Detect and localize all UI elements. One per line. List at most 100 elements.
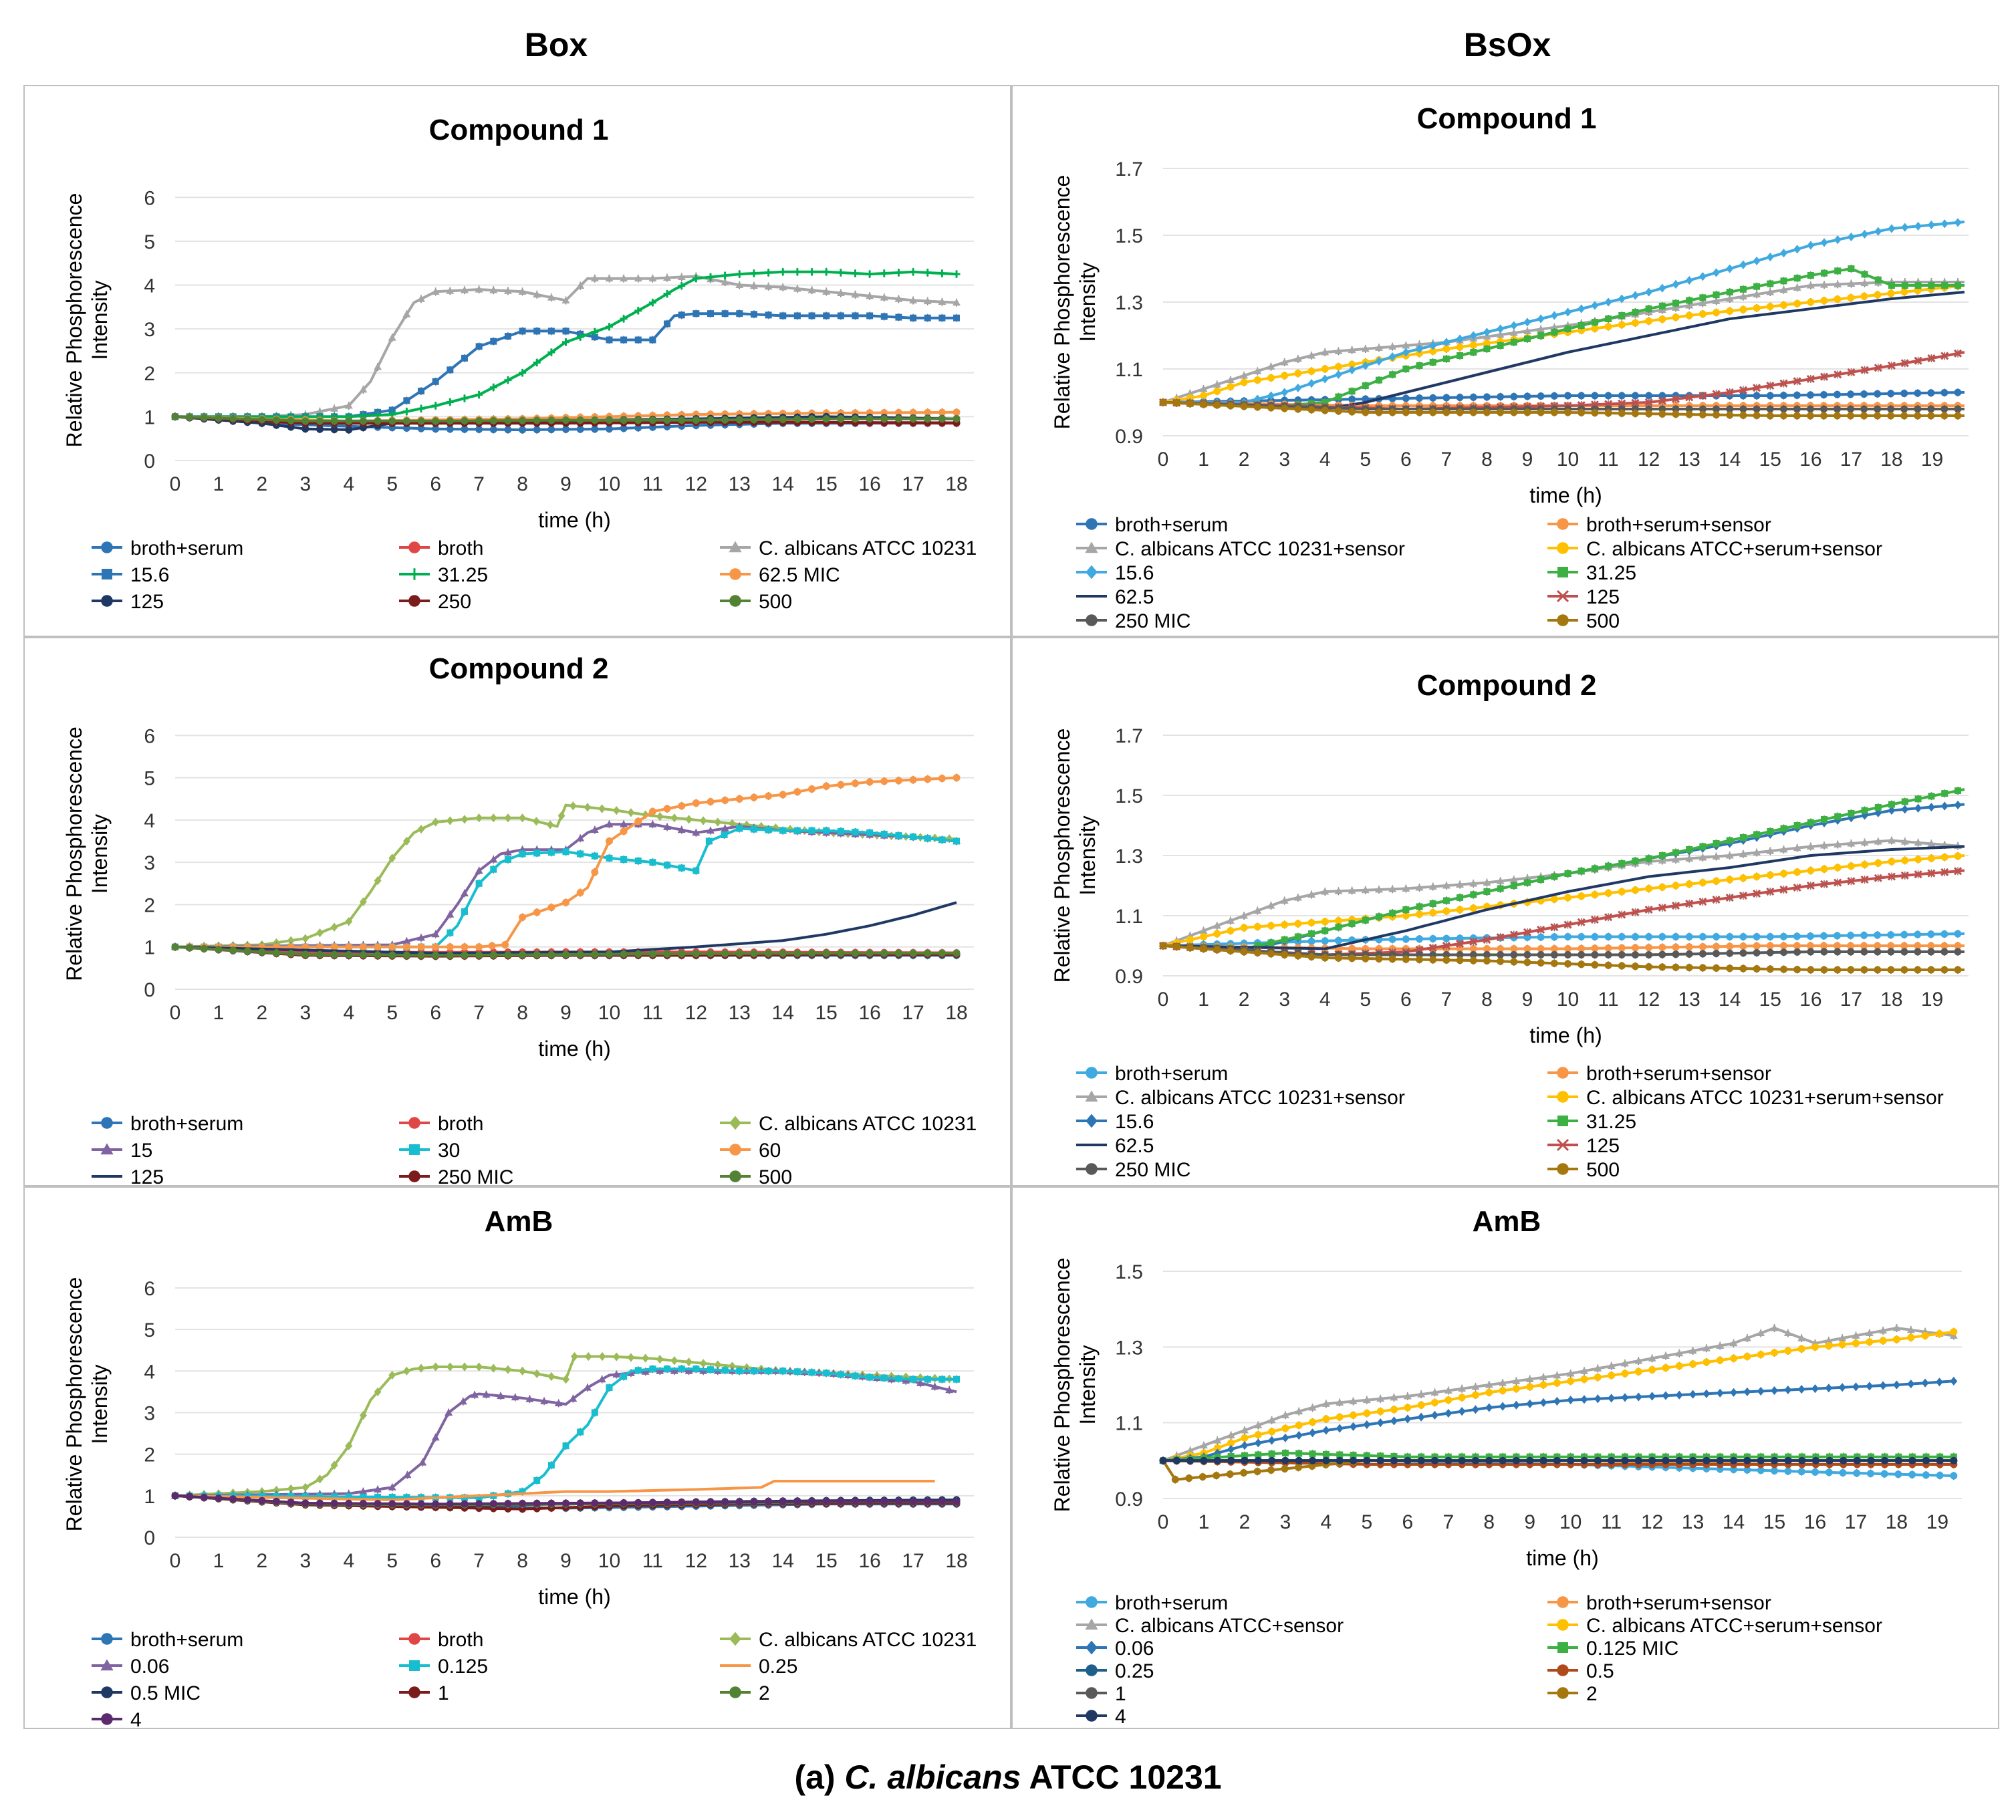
data-point <box>1388 408 1396 416</box>
data-point <box>1415 884 1424 891</box>
data-point <box>1429 935 1437 942</box>
data-point <box>1941 790 1948 797</box>
data-point <box>447 929 454 936</box>
series-line <box>1162 845 1965 950</box>
data-point <box>1267 362 1275 370</box>
x-tick-label: 18 <box>1880 448 1902 471</box>
data-point <box>1726 942 1734 950</box>
y-axis-label: Relative PhosphorescenceIntensity <box>62 1277 112 1532</box>
data-point <box>1442 882 1451 889</box>
legend-item-broth: broth <box>399 537 483 559</box>
data-point <box>316 1493 324 1501</box>
data-point <box>374 943 382 951</box>
data-point <box>569 801 577 811</box>
data-point <box>1321 406 1329 414</box>
series-c-albicans-atcc-10231 <box>171 272 961 421</box>
data-point <box>1523 336 1531 342</box>
data-point <box>446 425 454 433</box>
data-point <box>1604 951 1612 958</box>
data-point <box>1564 951 1572 958</box>
data-point <box>1927 854 1935 862</box>
data-point <box>1954 218 1962 227</box>
x-tick-label: 2 <box>257 1550 268 1572</box>
x-tick-label: 16 <box>1799 448 1821 471</box>
data-point <box>1416 350 1424 358</box>
data-point <box>447 366 454 374</box>
data-point <box>1888 801 1895 808</box>
data-point <box>461 354 468 362</box>
data-point <box>1819 932 1828 940</box>
x-tick-label: 5 <box>386 473 398 495</box>
data-point <box>793 827 801 834</box>
data-point <box>591 1409 598 1416</box>
data-point <box>1860 412 1868 420</box>
data-point <box>1497 957 1505 965</box>
data-point <box>1564 392 1572 400</box>
data-point <box>649 1366 656 1373</box>
data-point <box>1672 410 1680 418</box>
data-point <box>1861 229 1869 239</box>
data-point <box>895 313 902 321</box>
data-point <box>1914 930 1922 938</box>
x-tick-label: 14 <box>772 473 794 495</box>
data-point <box>446 910 455 918</box>
data-point <box>1578 322 1585 329</box>
data-point <box>1779 870 1787 878</box>
data-point <box>1578 892 1586 900</box>
data-point <box>1213 380 1221 388</box>
legend-item-500: 500 <box>720 591 792 613</box>
data-point <box>620 315 628 323</box>
legend-label: 125 <box>1586 586 1620 608</box>
data-point <box>837 269 845 277</box>
data-point <box>1672 882 1680 890</box>
legend-label: 500 <box>759 1166 792 1188</box>
data-point <box>186 413 194 421</box>
data-point <box>417 943 425 951</box>
data-point <box>1753 889 1761 898</box>
data-point <box>1807 241 1815 250</box>
data-point <box>1388 935 1396 943</box>
data-point <box>1793 283 1801 291</box>
data-point <box>1213 922 1221 929</box>
chart-title: Compound 1 <box>429 114 609 146</box>
data-point <box>1739 834 1747 841</box>
legend-item-c-albicans-atcc-10231-sensor: C. albicans ATCC 10231+sensor <box>1076 1087 1405 1109</box>
data-point <box>583 1384 592 1391</box>
legend-label: broth+serum <box>1115 1063 1228 1085</box>
data-point <box>1658 315 1666 323</box>
data-point <box>1307 352 1316 359</box>
data-point <box>1551 873 1558 880</box>
data-point <box>330 426 338 434</box>
x-tick-label: 16 <box>858 473 880 495</box>
data-point <box>200 944 208 952</box>
data-point <box>1578 951 1586 958</box>
data-point <box>1200 400 1208 408</box>
y-tick-label: 0 <box>144 1527 155 1549</box>
data-point <box>1685 899 1694 908</box>
data-point <box>1699 843 1707 850</box>
data-point <box>953 314 961 321</box>
data-point <box>1914 221 1922 231</box>
data-point <box>475 1362 483 1372</box>
data-point <box>1361 886 1370 894</box>
data-point <box>1591 319 1598 326</box>
legend: broth+serum broth C. albicans ATCC 10231 15… <box>92 537 977 613</box>
data-point <box>634 416 642 424</box>
data-point <box>822 287 831 295</box>
legend-label: broth <box>438 1113 483 1135</box>
legend-marker <box>101 1117 113 1129</box>
y-tick-label: 6 <box>144 187 155 209</box>
data-point <box>1887 931 1895 939</box>
data-point <box>924 775 932 783</box>
data-point <box>1442 934 1451 942</box>
data-point <box>301 1482 309 1492</box>
data-point <box>910 314 917 321</box>
data-point <box>446 417 454 425</box>
data-point <box>1713 411 1721 419</box>
x-tick-label: 19 <box>1921 989 1943 1011</box>
data-point <box>1672 963 1680 971</box>
data-point <box>1240 378 1248 386</box>
data-point <box>1334 363 1342 371</box>
data-point <box>909 776 917 784</box>
data-point <box>627 808 635 817</box>
